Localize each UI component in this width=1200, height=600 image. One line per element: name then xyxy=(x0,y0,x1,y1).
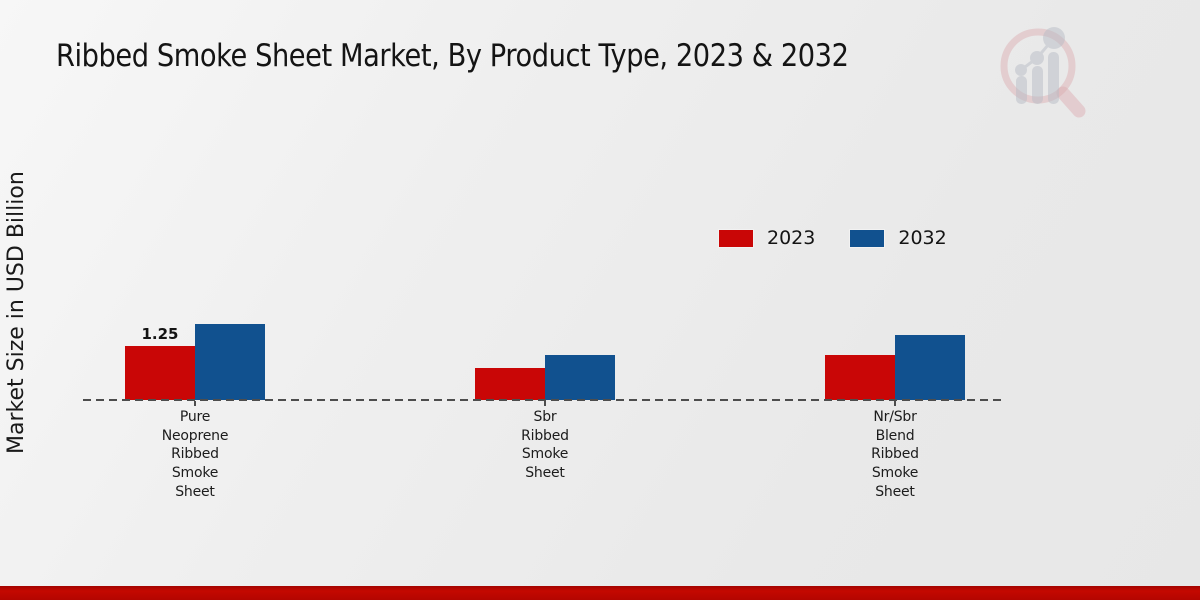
y-axis-label: Market Size in USD Billion xyxy=(4,171,29,455)
legend-label-2032: 2032 xyxy=(898,227,947,249)
category-label: Nr/Sbr Blend Ribbed Smoke Sheet xyxy=(871,409,919,500)
chart-title: Ribbed Smoke Sheet Market, By Product Ty… xyxy=(56,38,849,74)
legend-label-2023: 2023 xyxy=(767,227,816,249)
footer-band xyxy=(0,586,1200,600)
data-label: 1.25 xyxy=(141,325,179,343)
legend-item-2032: 2032 xyxy=(849,227,947,249)
magnifier-growth-chart-icon xyxy=(1000,27,1086,118)
x-axis-tick xyxy=(544,401,546,406)
legend: 2023 2032 xyxy=(718,227,947,249)
x-axis-tick xyxy=(194,401,196,406)
legend-item-2023: 2023 xyxy=(718,227,815,249)
x-axis-tick xyxy=(894,401,896,406)
bar-2023-category-2 xyxy=(475,367,545,400)
category-label: Pure Neoprene Ribbed Smoke Sheet xyxy=(161,409,229,500)
category-label: Sbr Ribbed Smoke Sheet xyxy=(521,409,569,482)
bar-2023-category-3 xyxy=(825,354,895,400)
bar-2032-category-1 xyxy=(195,324,265,400)
legend-swatch-2032 xyxy=(849,228,886,248)
legend-swatch-2023 xyxy=(718,228,754,248)
brand-logo xyxy=(990,26,1090,121)
bar-2032-category-2 xyxy=(545,354,615,400)
bar-2023-category-1 xyxy=(125,346,195,400)
bar-2032-category-3 xyxy=(895,335,965,400)
x-axis-line xyxy=(83,399,1006,401)
